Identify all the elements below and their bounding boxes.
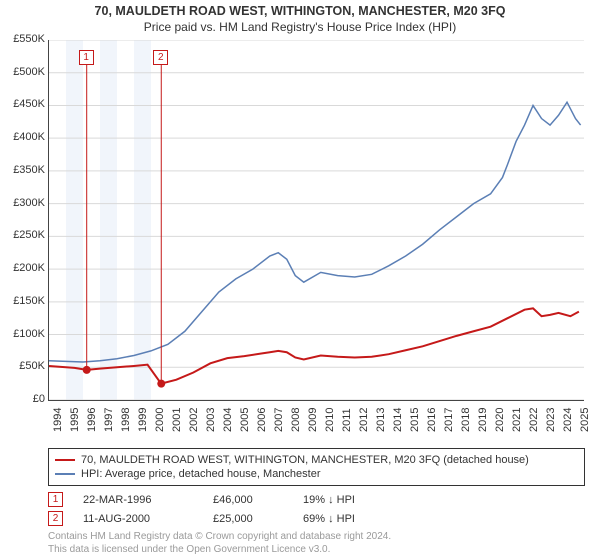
xtick-label: 2025: [579, 408, 591, 432]
sale-marker-flag: 2: [153, 50, 168, 65]
xtick-label: 2005: [239, 408, 251, 432]
sale-price: £46,000: [213, 494, 293, 506]
legend: 70, MAULDETH ROAD WEST, WITHINGTON, MANC…: [48, 448, 585, 486]
ytick-label: £200K: [3, 262, 45, 274]
ytick-label: £350K: [3, 164, 45, 176]
xtick-label: 2015: [409, 408, 421, 432]
xtick-label: 2008: [290, 408, 302, 432]
xtick-label: 2017: [443, 408, 455, 432]
chart-svg: [49, 40, 584, 400]
legend-row-hpi: HPI: Average price, detached house, Manc…: [55, 467, 578, 481]
xtick-label: 1998: [120, 408, 132, 432]
xtick-label: 2019: [477, 408, 489, 432]
xtick-label: 2023: [545, 408, 557, 432]
title-address: 70, MAULDETH ROAD WEST, WITHINGTON, MANC…: [0, 4, 600, 18]
xtick-label: 2009: [307, 408, 319, 432]
ytick-label: £400K: [3, 131, 45, 143]
xtick-label: 2003: [205, 408, 217, 432]
ytick-label: £0: [3, 393, 45, 405]
ytick-label: £300K: [3, 197, 45, 209]
xtick-label: 2000: [154, 408, 166, 432]
sale-row: 1 22-MAR-1996 £46,000 19% ↓ HPI: [48, 490, 583, 509]
ytick-label: £500K: [3, 66, 45, 78]
chart-container: 70, MAULDETH ROAD WEST, WITHINGTON, MANC…: [0, 0, 600, 560]
ytick-label: £250K: [3, 229, 45, 241]
sale-row: 2 11-AUG-2000 £25,000 69% ↓ HPI: [48, 509, 583, 528]
footer-line1: Contains HM Land Registry data © Crown c…: [48, 531, 391, 544]
ytick-label: £150K: [3, 295, 45, 307]
sale-date: 22-MAR-1996: [83, 494, 203, 506]
xtick-label: 1996: [86, 408, 98, 432]
xtick-label: 2021: [511, 408, 523, 432]
xtick-label: 2004: [222, 408, 234, 432]
sales-table: 1 22-MAR-1996 £46,000 19% ↓ HPI 2 11-AUG…: [48, 490, 583, 528]
legend-label-hpi: HPI: Average price, detached house, Manc…: [81, 468, 321, 480]
series-line: [49, 102, 581, 362]
sale-marker-flag: 1: [79, 50, 94, 65]
xtick-label: 2001: [171, 408, 183, 432]
xtick-label: 2024: [562, 408, 574, 432]
title-subtitle: Price paid vs. HM Land Registry's House …: [0, 20, 600, 34]
xtick-label: 2012: [358, 408, 370, 432]
sale-marker-box: 1: [48, 492, 63, 507]
xtick-label: 2018: [460, 408, 472, 432]
sale-pct: 19% ↓ HPI: [303, 494, 423, 506]
sale-price: £25,000: [213, 513, 293, 525]
series-line: [49, 308, 579, 383]
xtick-label: 2020: [494, 408, 506, 432]
xtick-label: 2016: [426, 408, 438, 432]
ytick-label: £50K: [3, 360, 45, 372]
xtick-label: 2006: [256, 408, 268, 432]
xtick-label: 1997: [103, 408, 115, 432]
xtick-label: 2022: [528, 408, 540, 432]
xtick-label: 2013: [375, 408, 387, 432]
legend-label-property: 70, MAULDETH ROAD WEST, WITHINGTON, MANC…: [81, 454, 529, 466]
sale-pct: 69% ↓ HPI: [303, 513, 423, 525]
legend-row-property: 70, MAULDETH ROAD WEST, WITHINGTON, MANC…: [55, 453, 578, 467]
xtick-label: 1995: [69, 408, 81, 432]
plot-area: [48, 40, 584, 401]
footer: Contains HM Land Registry data © Crown c…: [48, 531, 391, 556]
legend-swatch-property: [55, 459, 75, 461]
xtick-label: 2010: [324, 408, 336, 432]
xtick-label: 2007: [273, 408, 285, 432]
ytick-label: £100K: [3, 328, 45, 340]
xtick-label: 2011: [341, 408, 353, 432]
xtick-label: 1999: [137, 408, 149, 432]
xtick-label: 2002: [188, 408, 200, 432]
sale-marker-box: 2: [48, 511, 63, 526]
xtick-label: 1994: [52, 408, 64, 432]
ytick-label: £450K: [3, 98, 45, 110]
xtick-label: 2014: [392, 408, 404, 432]
ytick-label: £550K: [3, 33, 45, 45]
footer-line2: This data is licensed under the Open Gov…: [48, 544, 391, 557]
legend-swatch-hpi: [55, 473, 75, 475]
sale-date: 11-AUG-2000: [83, 513, 203, 525]
titles: 70, MAULDETH ROAD WEST, WITHINGTON, MANC…: [0, 0, 600, 34]
